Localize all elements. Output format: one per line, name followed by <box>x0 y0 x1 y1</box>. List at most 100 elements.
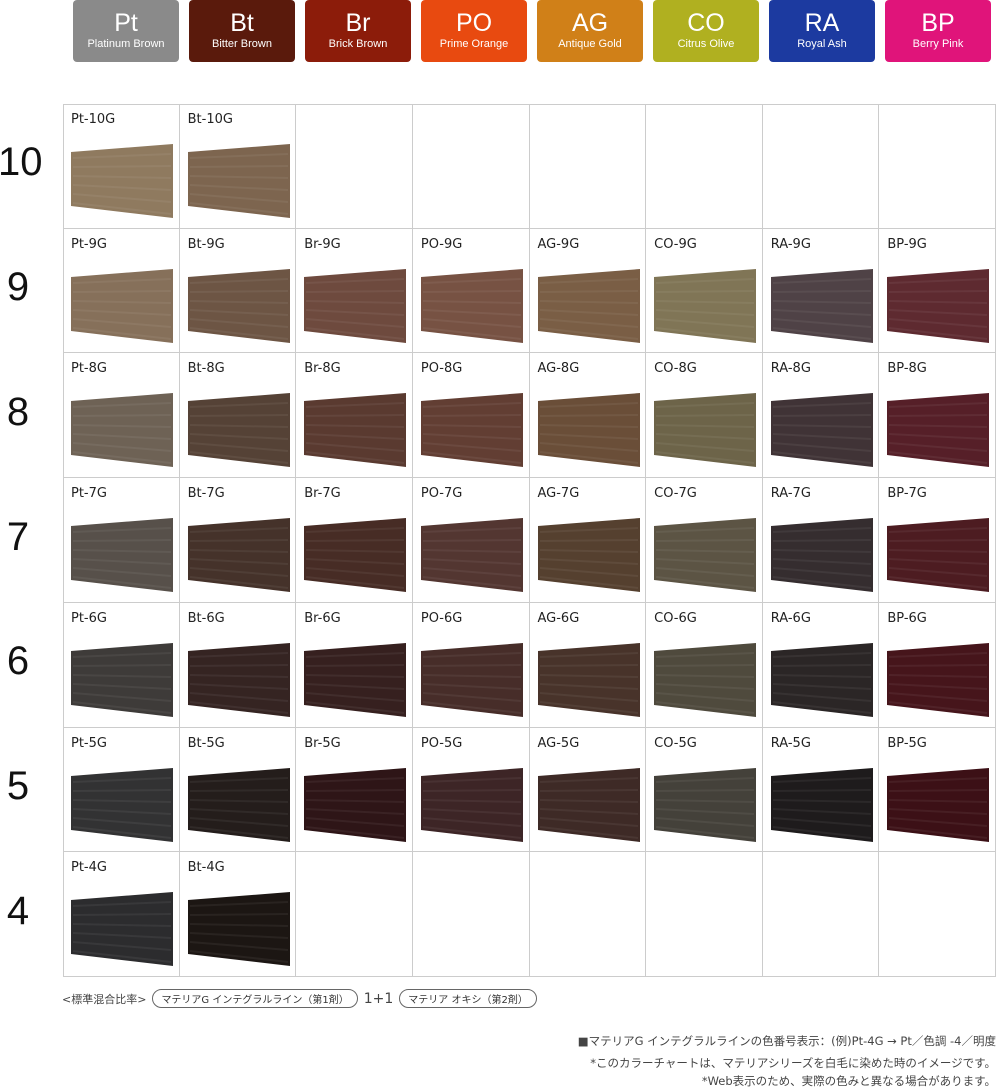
swatch-texture <box>539 691 638 702</box>
grid-cell <box>879 852 996 977</box>
hair-swatch <box>770 393 873 468</box>
swatch-texture <box>72 424 172 429</box>
swatch-label: RA-8G <box>770 361 811 377</box>
swatch-texture <box>189 539 288 543</box>
grid-cell: AG-6G <box>529 602 647 728</box>
swatch-texture <box>539 549 638 554</box>
swatch-texture <box>656 402 755 409</box>
tag-name: Antique Gold <box>558 38 622 50</box>
hair-swatch <box>71 518 173 593</box>
swatch-texture <box>72 691 172 702</box>
swatch-label: Br-8G <box>304 361 341 377</box>
swatch-texture <box>189 651 288 658</box>
swatch-frame <box>654 393 757 468</box>
swatch-texture <box>656 527 755 534</box>
swatch-texture <box>656 558 755 566</box>
swatch-texture <box>422 691 521 702</box>
swatch-texture <box>889 576 988 590</box>
swatch-label: PO-5G <box>420 735 463 751</box>
swatch-texture <box>72 567 172 578</box>
swatch-texture <box>189 402 288 409</box>
grid-cell: Pt-8G <box>63 353 180 479</box>
swatch-label: BP-7G <box>887 486 927 502</box>
swatch-texture <box>772 402 871 409</box>
swatch-label: Br-6G <box>304 610 341 626</box>
swatch-texture <box>306 807 405 815</box>
swatch-texture <box>772 798 871 803</box>
swatch-texture <box>889 788 988 792</box>
swatch-texture <box>306 576 405 590</box>
swatch-texture <box>306 700 405 714</box>
hair-swatch <box>770 642 873 717</box>
swatch-texture <box>306 816 405 827</box>
swatch-texture <box>656 798 755 803</box>
swatch-label: Bt-6G <box>187 610 225 626</box>
swatch-texture <box>539 798 638 803</box>
swatch-texture <box>889 424 988 429</box>
swatch-frame <box>304 642 407 717</box>
swatch-texture <box>889 825 988 839</box>
swatch-texture <box>422 277 521 284</box>
tag-code: Bt <box>230 9 254 37</box>
swatch-texture <box>189 549 288 554</box>
swatch-texture <box>889 451 988 465</box>
swatch-frame <box>420 393 523 468</box>
swatch-texture <box>72 776 172 783</box>
hair-swatch <box>304 393 407 468</box>
grid-cell: PO-9G <box>412 228 530 354</box>
swatch-texture <box>539 825 638 839</box>
swatch-texture <box>889 700 988 714</box>
ratio: 1+1 <box>363 990 394 1007</box>
grid-cell: Bt-7G <box>179 478 297 603</box>
grid-cell: Br-8G <box>296 353 413 479</box>
tag-name: Prime Orange <box>439 38 509 50</box>
product-pill: マテリアG インテグラルライン（第1剤） <box>152 989 358 1008</box>
swatch-texture <box>189 673 288 678</box>
swatch-texture <box>539 673 638 678</box>
swatch-texture <box>889 682 988 690</box>
swatch-texture <box>72 950 172 964</box>
swatch-texture <box>889 527 988 534</box>
swatch-texture <box>189 788 288 792</box>
swatch-texture <box>772 308 871 316</box>
swatch-texture <box>189 153 288 159</box>
swatch-frame <box>420 268 523 343</box>
swatch-texture <box>422 682 521 690</box>
level-label: 7 <box>6 514 30 559</box>
swatch-texture <box>422 527 521 534</box>
hair-swatch <box>187 892 290 967</box>
hair-swatch <box>187 268 290 343</box>
swatch-texture <box>422 308 521 316</box>
swatch-texture <box>539 414 638 418</box>
level-label: 4 <box>6 888 30 933</box>
grid-cell: BP-6G <box>879 602 996 728</box>
swatch-texture <box>422 798 521 803</box>
swatch-texture <box>306 527 405 534</box>
tag-name: Berry Pink <box>912 38 964 50</box>
swatch-texture <box>306 299 405 304</box>
grid-cell: Br-5G <box>296 727 413 853</box>
swatch-texture <box>189 165 288 168</box>
swatch-texture <box>889 326 988 340</box>
level-label: 10 <box>0 140 43 185</box>
swatch-texture <box>656 691 755 702</box>
tag-code: RA <box>804 9 840 37</box>
swatch-texture <box>422 326 521 340</box>
swatch-texture <box>189 913 288 917</box>
tag-name: Citrus Olive <box>677 38 735 50</box>
hair-swatch <box>304 767 407 842</box>
swatch-frame <box>770 642 873 717</box>
swatch-texture <box>772 816 871 827</box>
swatch-texture <box>889 402 988 409</box>
grid-cell: BP-9G <box>879 228 996 354</box>
swatch-frame <box>537 518 640 593</box>
tag-name: Brick Brown <box>328 38 388 50</box>
swatch-label: PO-9G <box>420 236 463 252</box>
swatch-texture <box>656 651 755 658</box>
swatch-texture <box>189 567 288 578</box>
tag-code: AG <box>571 9 609 37</box>
swatch-texture <box>306 539 405 543</box>
swatch-texture <box>189 576 288 590</box>
grid-cell: AG-7G <box>529 478 647 603</box>
